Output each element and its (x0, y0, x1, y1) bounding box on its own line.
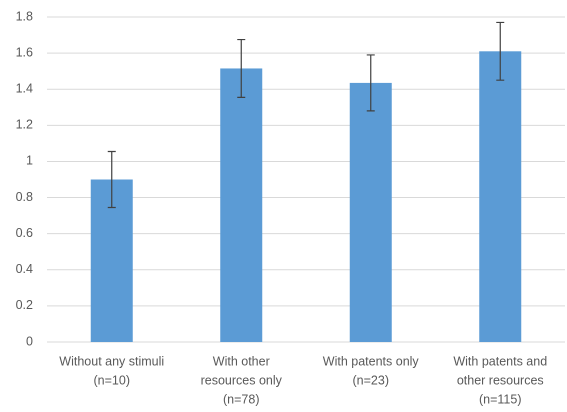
error-bar (496, 21, 505, 81)
bar (220, 68, 263, 342)
x-tick-label: (n=78) (223, 392, 259, 406)
y-tick-label: 0.4 (16, 262, 33, 276)
x-tick-label: (n=10) (94, 373, 130, 387)
error-bar (107, 150, 116, 209)
x-tick-label: With patents only (323, 354, 420, 368)
bar (479, 51, 522, 343)
x-tick-label: (n=23) (353, 373, 389, 387)
y-tick-label: 1.6 (16, 45, 33, 59)
x-tick-label: With patents and (453, 354, 547, 368)
y-tick-label: 1.8 (16, 9, 33, 23)
y-tick-label: 0 (26, 334, 33, 348)
y-tick-label: 0.8 (16, 190, 33, 204)
x-tick-label: other resources (457, 373, 544, 387)
x-tick-label: (n=115) (479, 392, 522, 406)
x-tick-label: With other (213, 354, 270, 368)
error-bar (237, 38, 246, 98)
y-tick-label: 1 (26, 154, 33, 168)
error-bar (366, 54, 375, 112)
x-tick-label: Without any stimuli (59, 354, 164, 368)
y-tick-label: 0.6 (16, 226, 33, 240)
bar (349, 82, 392, 343)
x-tick-label: resources only (201, 373, 283, 387)
y-tick-label: 0.2 (16, 298, 33, 312)
y-tick-label: 1.4 (16, 82, 33, 96)
y-tick-label: 1.2 (16, 118, 33, 132)
